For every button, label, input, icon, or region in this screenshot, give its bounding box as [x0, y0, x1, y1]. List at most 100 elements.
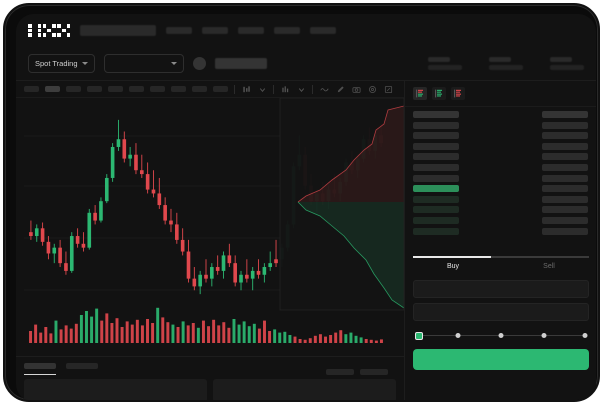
orderbook-ask-row[interactable] — [413, 174, 459, 182]
slider-stop-50[interactable] — [498, 333, 504, 338]
orderbook-bid-amount — [542, 206, 588, 214]
market-header: Spot Trading — [16, 47, 596, 81]
timeframe-button-2[interactable] — [45, 86, 60, 92]
chevron-down-icon — [81, 62, 88, 65]
orderbook-bids-icon[interactable] — [432, 87, 446, 100]
timeframe-button-4[interactable] — [87, 86, 102, 92]
orderbook-bid-row[interactable] — [413, 195, 459, 203]
orderbook-body[interactable] — [405, 107, 596, 265]
order-form: Buy Sell — [405, 256, 596, 370]
market-stat-3 — [550, 57, 584, 70]
active-tab-bar — [413, 256, 491, 258]
chevron-down-icon — [170, 62, 177, 65]
candlestick-type-icon[interactable] — [241, 84, 251, 94]
trading-mode-label: Spot Trading — [35, 59, 78, 68]
bottom-orders-panel — [16, 356, 404, 400]
stat-label — [550, 57, 572, 62]
stat-label — [428, 57, 450, 62]
bottom-tab-2[interactable] — [66, 363, 98, 369]
timeframe-button-8[interactable] — [171, 86, 186, 92]
device-bezel: Spot Trading — [3, 3, 600, 402]
timeframe-button-5[interactable] — [108, 86, 123, 92]
fullscreen-icon[interactable] — [383, 84, 393, 94]
market-stat-2 — [489, 57, 523, 70]
orderbook-asks-icon[interactable] — [451, 87, 465, 100]
nav-item-1[interactable] — [166, 27, 193, 34]
trading-mode-selector[interactable]: Spot Trading — [28, 54, 95, 73]
bottom-content-box-1[interactable] — [24, 379, 207, 400]
orderbook-ask-row[interactable] — [413, 153, 459, 161]
timeframe-button-10[interactable] — [213, 86, 228, 92]
coin-avatar — [192, 57, 206, 70]
slider-handle[interactable] — [415, 331, 423, 340]
orderbook-both-icon[interactable] — [413, 87, 427, 100]
orderbook-ask-amount — [542, 153, 588, 161]
stat-label — [489, 57, 511, 62]
nav-item-4[interactable] — [274, 27, 301, 34]
timeframe-button-7[interactable] — [150, 86, 165, 92]
nav-item-2[interactable] — [202, 27, 229, 34]
orderbook-columns — [413, 111, 588, 235]
bottom-action-2[interactable] — [360, 369, 388, 375]
indicators-icon[interactable] — [280, 84, 290, 94]
okx-logo-icon[interactable] — [28, 23, 71, 38]
orderbook-ask-row[interactable] — [413, 142, 459, 150]
slider-stop-75[interactable] — [541, 333, 547, 338]
tab-sell[interactable]: Sell — [501, 258, 596, 276]
camera-icon[interactable] — [351, 84, 361, 94]
tab-buy-label: Buy — [446, 263, 460, 270]
pencil-icon[interactable] — [335, 84, 345, 94]
price-chart[interactable] — [16, 98, 404, 356]
orderbook-ask-amount — [542, 142, 588, 150]
settings-icon[interactable] — [367, 84, 377, 94]
orderbook-ask-row[interactable] — [413, 132, 459, 140]
trading-pair-selector[interactable] — [103, 54, 184, 73]
orderbook-bid-row[interactable] — [413, 227, 459, 235]
last-price-display — [214, 58, 267, 69]
device-screen: Spot Trading — [16, 14, 596, 400]
toolbar-divider — [273, 84, 274, 94]
bottom-action-1[interactable] — [326, 369, 354, 375]
tab-buy[interactable]: Buy — [405, 258, 501, 276]
chevron-down-icon[interactable] — [257, 84, 267, 94]
bottom-content-row — [24, 379, 396, 400]
stat-value — [489, 65, 523, 70]
bottom-tab-list — [24, 363, 396, 375]
orderbook-price-column — [413, 111, 459, 235]
amount-percent-slider[interactable] — [415, 331, 588, 341]
orderbook-column-header — [542, 111, 588, 118]
orderbook-ask-amount — [542, 174, 588, 182]
submit-buy-button[interactable] — [413, 349, 589, 370]
orderbook-bid-row[interactable] — [413, 206, 459, 214]
timeframe-button-6[interactable] — [129, 86, 144, 92]
orderbook-ask-row[interactable] — [413, 163, 459, 171]
line-chart-icon[interactable] — [319, 84, 329, 94]
order-tab-list: Buy Sell — [405, 258, 596, 276]
chart-toolbar — [16, 81, 404, 98]
slider-stop-25[interactable] — [455, 333, 461, 338]
order-input-fields — [405, 276, 596, 321]
price-field[interactable] — [413, 280, 589, 298]
chevron-down-icon[interactable] — [296, 84, 306, 94]
timeframe-button-1[interactable] — [24, 86, 39, 92]
timeframe-button-9[interactable] — [192, 86, 207, 92]
toolbar-divider — [312, 84, 313, 94]
orderbook-amount-column — [542, 111, 588, 235]
nav-item-3[interactable] — [238, 27, 265, 34]
orderbook-ask-row[interactable] — [413, 121, 459, 129]
orderbook-bid-row[interactable] — [413, 216, 459, 224]
bottom-content-box-2[interactable] — [213, 379, 396, 400]
candlestick-chart-canvas — [16, 98, 404, 356]
stat-value — [550, 65, 584, 70]
orderbook-last-price — [413, 185, 459, 193]
bottom-panel-actions — [326, 369, 388, 375]
bottom-tab-1[interactable] — [24, 363, 56, 369]
orderbook-ask-amount — [542, 163, 588, 171]
timeframe-button-3[interactable] — [66, 86, 81, 92]
slider-stop-100[interactable] — [582, 333, 588, 338]
tab-sell-label: Sell — [543, 263, 555, 270]
nav-item-5[interactable] — [310, 27, 337, 34]
amount-field[interactable] — [413, 303, 589, 321]
search-input[interactable] — [80, 25, 157, 36]
